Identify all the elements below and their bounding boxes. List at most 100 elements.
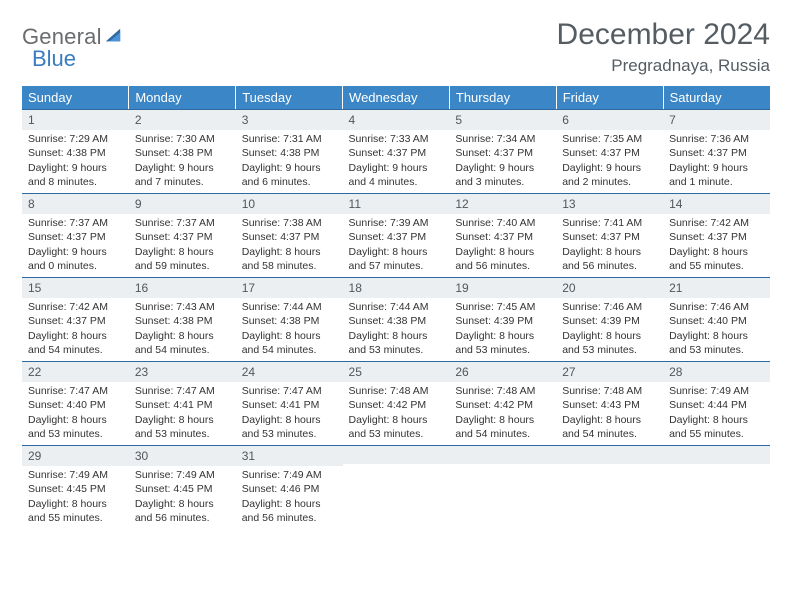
sunset-text: Sunset: 4:45 PM xyxy=(28,482,123,496)
calendar-cell: 22Sunrise: 7:47 AMSunset: 4:40 PMDayligh… xyxy=(22,361,129,445)
sunset-text: Sunset: 4:41 PM xyxy=(135,398,230,412)
calendar-table: Sunday Monday Tuesday Wednesday Thursday… xyxy=(22,86,770,529)
calendar-cell: 21Sunrise: 7:46 AMSunset: 4:40 PMDayligh… xyxy=(663,277,770,361)
day-info: Sunrise: 7:31 AMSunset: 4:38 PMDaylight:… xyxy=(240,132,339,189)
day-info: Sunrise: 7:48 AMSunset: 4:42 PMDaylight:… xyxy=(347,384,446,441)
calendar-cell: 31Sunrise: 7:49 AMSunset: 4:46 PMDayligh… xyxy=(236,445,343,529)
calendar-cell: 27Sunrise: 7:48 AMSunset: 4:43 PMDayligh… xyxy=(556,361,663,445)
calendar-cell: 11Sunrise: 7:39 AMSunset: 4:37 PMDayligh… xyxy=(343,193,450,277)
day-info: Sunrise: 7:39 AMSunset: 4:37 PMDaylight:… xyxy=(347,216,446,273)
day-number: 16 xyxy=(129,277,236,298)
calendar-cell: 3Sunrise: 7:31 AMSunset: 4:38 PMDaylight… xyxy=(236,109,343,193)
day-number: 15 xyxy=(22,277,129,298)
calendar-cell: 4Sunrise: 7:33 AMSunset: 4:37 PMDaylight… xyxy=(343,109,450,193)
calendar-cell: 30Sunrise: 7:49 AMSunset: 4:45 PMDayligh… xyxy=(129,445,236,529)
daylight-text: Daylight: 8 hours and 53 minutes. xyxy=(562,329,657,357)
day-info: Sunrise: 7:29 AMSunset: 4:38 PMDaylight:… xyxy=(26,132,125,189)
daylight-text: Daylight: 9 hours and 3 minutes. xyxy=(455,161,550,189)
calendar-cell: 14Sunrise: 7:42 AMSunset: 4:37 PMDayligh… xyxy=(663,193,770,277)
sunset-text: Sunset: 4:37 PM xyxy=(455,146,550,160)
sunset-text: Sunset: 4:45 PM xyxy=(135,482,230,496)
day-info: Sunrise: 7:48 AMSunset: 4:43 PMDaylight:… xyxy=(560,384,659,441)
calendar-row: 8Sunrise: 7:37 AMSunset: 4:37 PMDaylight… xyxy=(22,193,770,277)
sunset-text: Sunset: 4:37 PM xyxy=(135,230,230,244)
day-info: Sunrise: 7:44 AMSunset: 4:38 PMDaylight:… xyxy=(347,300,446,357)
day-info: Sunrise: 7:47 AMSunset: 4:41 PMDaylight:… xyxy=(240,384,339,441)
day-info: Sunrise: 7:44 AMSunset: 4:38 PMDaylight:… xyxy=(240,300,339,357)
day-info: Sunrise: 7:36 AMSunset: 4:37 PMDaylight:… xyxy=(667,132,766,189)
daylight-text: Daylight: 9 hours and 0 minutes. xyxy=(28,245,123,273)
daylight-text: Daylight: 8 hours and 53 minutes. xyxy=(349,329,444,357)
weekday-header: Sunday xyxy=(22,86,129,109)
sunset-text: Sunset: 4:38 PM xyxy=(242,314,337,328)
sunset-text: Sunset: 4:37 PM xyxy=(562,230,657,244)
sunrise-text: Sunrise: 7:48 AM xyxy=(562,384,657,398)
day-number: 20 xyxy=(556,277,663,298)
day-info: Sunrise: 7:38 AMSunset: 4:37 PMDaylight:… xyxy=(240,216,339,273)
daylight-text: Daylight: 9 hours and 2 minutes. xyxy=(562,161,657,189)
day-info: Sunrise: 7:40 AMSunset: 4:37 PMDaylight:… xyxy=(453,216,552,273)
day-number: 26 xyxy=(449,361,556,382)
day-info: Sunrise: 7:49 AMSunset: 4:45 PMDaylight:… xyxy=(26,468,125,525)
daylight-text: Daylight: 9 hours and 7 minutes. xyxy=(135,161,230,189)
calendar-cell xyxy=(449,445,556,529)
calendar-cell: 8Sunrise: 7:37 AMSunset: 4:37 PMDaylight… xyxy=(22,193,129,277)
sunrise-text: Sunrise: 7:47 AM xyxy=(135,384,230,398)
daylight-text: Daylight: 9 hours and 6 minutes. xyxy=(242,161,337,189)
sunset-text: Sunset: 4:37 PM xyxy=(669,146,764,160)
day-info: Sunrise: 7:37 AMSunset: 4:37 PMDaylight:… xyxy=(26,216,125,273)
day-info: Sunrise: 7:49 AMSunset: 4:46 PMDaylight:… xyxy=(240,468,339,525)
sunrise-text: Sunrise: 7:36 AM xyxy=(669,132,764,146)
daylight-text: Daylight: 8 hours and 56 minutes. xyxy=(242,497,337,525)
sunset-text: Sunset: 4:38 PM xyxy=(242,146,337,160)
daylight-text: Daylight: 8 hours and 54 minutes. xyxy=(135,329,230,357)
sunset-text: Sunset: 4:39 PM xyxy=(455,314,550,328)
sunset-text: Sunset: 4:42 PM xyxy=(349,398,444,412)
day-info: Sunrise: 7:48 AMSunset: 4:42 PMDaylight:… xyxy=(453,384,552,441)
calendar-body: 1Sunrise: 7:29 AMSunset: 4:38 PMDaylight… xyxy=(22,109,770,529)
sunrise-text: Sunrise: 7:33 AM xyxy=(349,132,444,146)
calendar-cell: 6Sunrise: 7:35 AMSunset: 4:37 PMDaylight… xyxy=(556,109,663,193)
day-number: 17 xyxy=(236,277,343,298)
weekday-header: Thursday xyxy=(449,86,556,109)
empty-day-bar xyxy=(663,445,770,464)
sunset-text: Sunset: 4:37 PM xyxy=(669,230,764,244)
title-block: December 2024 Pregradnaya, Russia xyxy=(557,18,770,76)
sunrise-text: Sunrise: 7:30 AM xyxy=(135,132,230,146)
day-number: 7 xyxy=(663,109,770,130)
calendar-cell: 26Sunrise: 7:48 AMSunset: 4:42 PMDayligh… xyxy=(449,361,556,445)
day-number: 14 xyxy=(663,193,770,214)
daylight-text: Daylight: 8 hours and 57 minutes. xyxy=(349,245,444,273)
sunset-text: Sunset: 4:39 PM xyxy=(562,314,657,328)
calendar-cell: 5Sunrise: 7:34 AMSunset: 4:37 PMDaylight… xyxy=(449,109,556,193)
sunrise-text: Sunrise: 7:44 AM xyxy=(242,300,337,314)
day-number: 4 xyxy=(343,109,450,130)
empty-day-bar xyxy=(343,445,450,464)
sunset-text: Sunset: 4:40 PM xyxy=(28,398,123,412)
day-number: 23 xyxy=(129,361,236,382)
sunrise-text: Sunrise: 7:47 AM xyxy=(28,384,123,398)
weekday-header: Tuesday xyxy=(236,86,343,109)
daylight-text: Daylight: 8 hours and 53 minutes. xyxy=(28,413,123,441)
calendar-cell: 17Sunrise: 7:44 AMSunset: 4:38 PMDayligh… xyxy=(236,277,343,361)
sunrise-text: Sunrise: 7:42 AM xyxy=(28,300,123,314)
sunrise-text: Sunrise: 7:45 AM xyxy=(455,300,550,314)
calendar-cell: 24Sunrise: 7:47 AMSunset: 4:41 PMDayligh… xyxy=(236,361,343,445)
day-info: Sunrise: 7:37 AMSunset: 4:37 PMDaylight:… xyxy=(133,216,232,273)
daylight-text: Daylight: 9 hours and 1 minute. xyxy=(669,161,764,189)
sunrise-text: Sunrise: 7:37 AM xyxy=(28,216,123,230)
calendar-cell: 1Sunrise: 7:29 AMSunset: 4:38 PMDaylight… xyxy=(22,109,129,193)
day-number: 27 xyxy=(556,361,663,382)
sunrise-text: Sunrise: 7:48 AM xyxy=(349,384,444,398)
day-number: 30 xyxy=(129,445,236,466)
day-number: 29 xyxy=(22,445,129,466)
daylight-text: Daylight: 8 hours and 58 minutes. xyxy=(242,245,337,273)
daylight-text: Daylight: 8 hours and 56 minutes. xyxy=(135,497,230,525)
sunrise-text: Sunrise: 7:35 AM xyxy=(562,132,657,146)
sunrise-text: Sunrise: 7:46 AM xyxy=(669,300,764,314)
day-number: 13 xyxy=(556,193,663,214)
day-info: Sunrise: 7:49 AMSunset: 4:44 PMDaylight:… xyxy=(667,384,766,441)
calendar-cell: 16Sunrise: 7:43 AMSunset: 4:38 PMDayligh… xyxy=(129,277,236,361)
day-info: Sunrise: 7:43 AMSunset: 4:38 PMDaylight:… xyxy=(133,300,232,357)
sunrise-text: Sunrise: 7:41 AM xyxy=(562,216,657,230)
